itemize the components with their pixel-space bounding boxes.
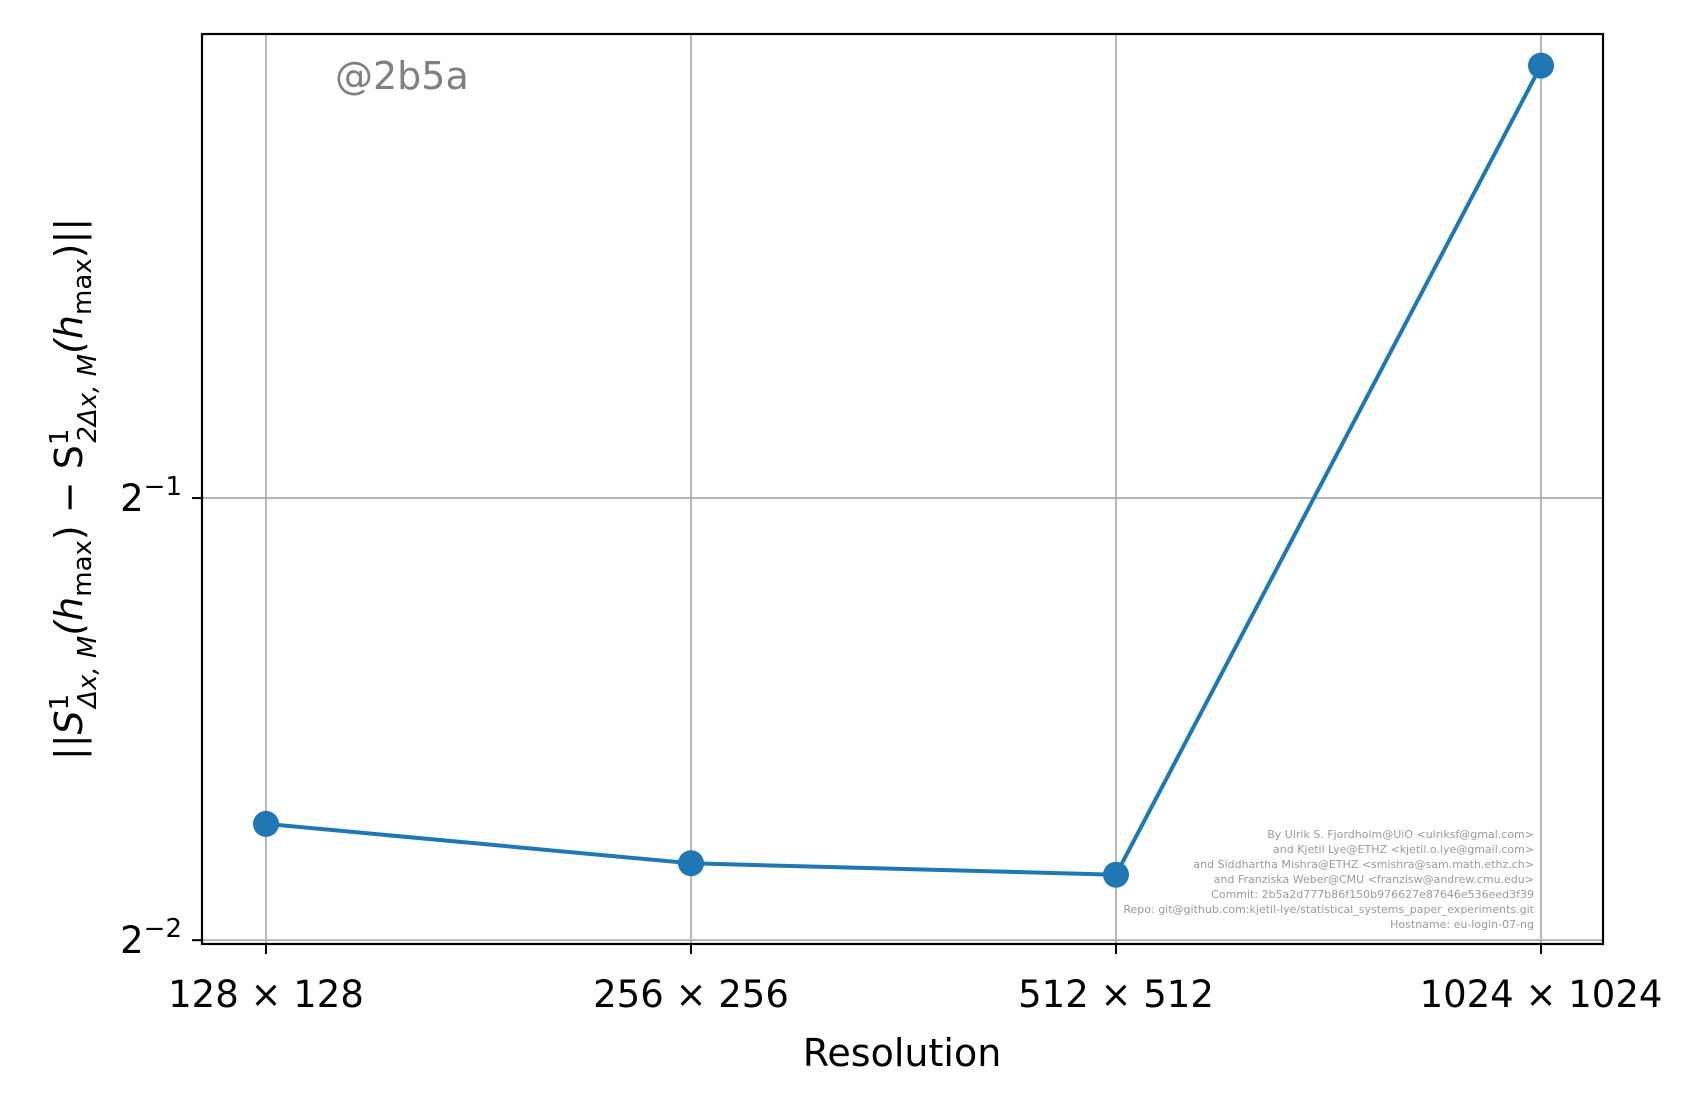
plot-frame [200,32,1605,946]
credit-line: and Kjetil Lye@ETHZ <kjetil.o.lye@gmail.… [1273,843,1534,856]
x-axis-label: Resolution [803,1031,1002,1075]
x-tick-label: 128 × 128 [168,973,364,1016]
data-point [1103,861,1129,888]
credit-line: and Franziska Weber@CMU <franzisw@andrew… [1214,873,1534,886]
y-label-arg2-sub: max [68,258,98,315]
data-point [678,850,704,877]
credit-line: Hostname: eu-login-07-ng [1390,918,1534,931]
credits-block: By Ulrik S. Fjordholm@UiO <ulriksf@gmal.… [1123,828,1534,931]
x-tick-label: 256 × 256 [593,973,789,1016]
y-label-arg1-close: ) − S [47,445,91,540]
watermark: @2b5a [335,54,469,98]
y-label-sub1: Δx, M [73,636,103,710]
series-line [265,64,1543,877]
credit-line: Commit: 2b5a2d777b86f150b976627e87646e53… [1211,888,1534,901]
x-tick-label: 1024 × 1024 [1420,973,1663,1016]
y-label-arg1-sub: max [68,540,98,597]
y-tick-label: 2−1 [120,472,182,520]
x-axis-ticks: 128 × 128 256 × 256 512 × 512 1024 × 1024 [168,944,1662,1016]
y-label-sub2: 2Δx, M [73,354,103,443]
grid-lines [202,34,1603,944]
y-label-arg2-close: )|| [47,218,92,258]
y-tick-label: 2−2 [120,914,182,962]
series-layer [253,52,1554,888]
y-axis-ticks: 2−2 2−1 [120,472,202,962]
credit-line: By Ulrik S. Fjordholm@UiO <ulriksf@gmal.… [1267,828,1534,841]
credit-line: and Siddhartha Mishra@ETHZ <smishra@sam.… [1193,858,1534,871]
data-point [253,810,279,837]
y-label-arg2-open: (h [47,315,91,354]
y-label-sup1: 1 [45,694,75,711]
data-point [1528,52,1554,79]
y-axis-label: ||S1Δx, M(hmax) − S12Δx, M(hmax)|| [45,218,103,760]
y-label-sup2: 1 [45,429,75,446]
x-tick-label: 512 × 512 [1018,973,1214,1016]
credit-line: Repo: git@github.com:kjetil-lye/statisti… [1123,903,1534,916]
y-label-open: ||S [47,710,92,760]
y-label-arg1-open: (h [47,597,91,636]
